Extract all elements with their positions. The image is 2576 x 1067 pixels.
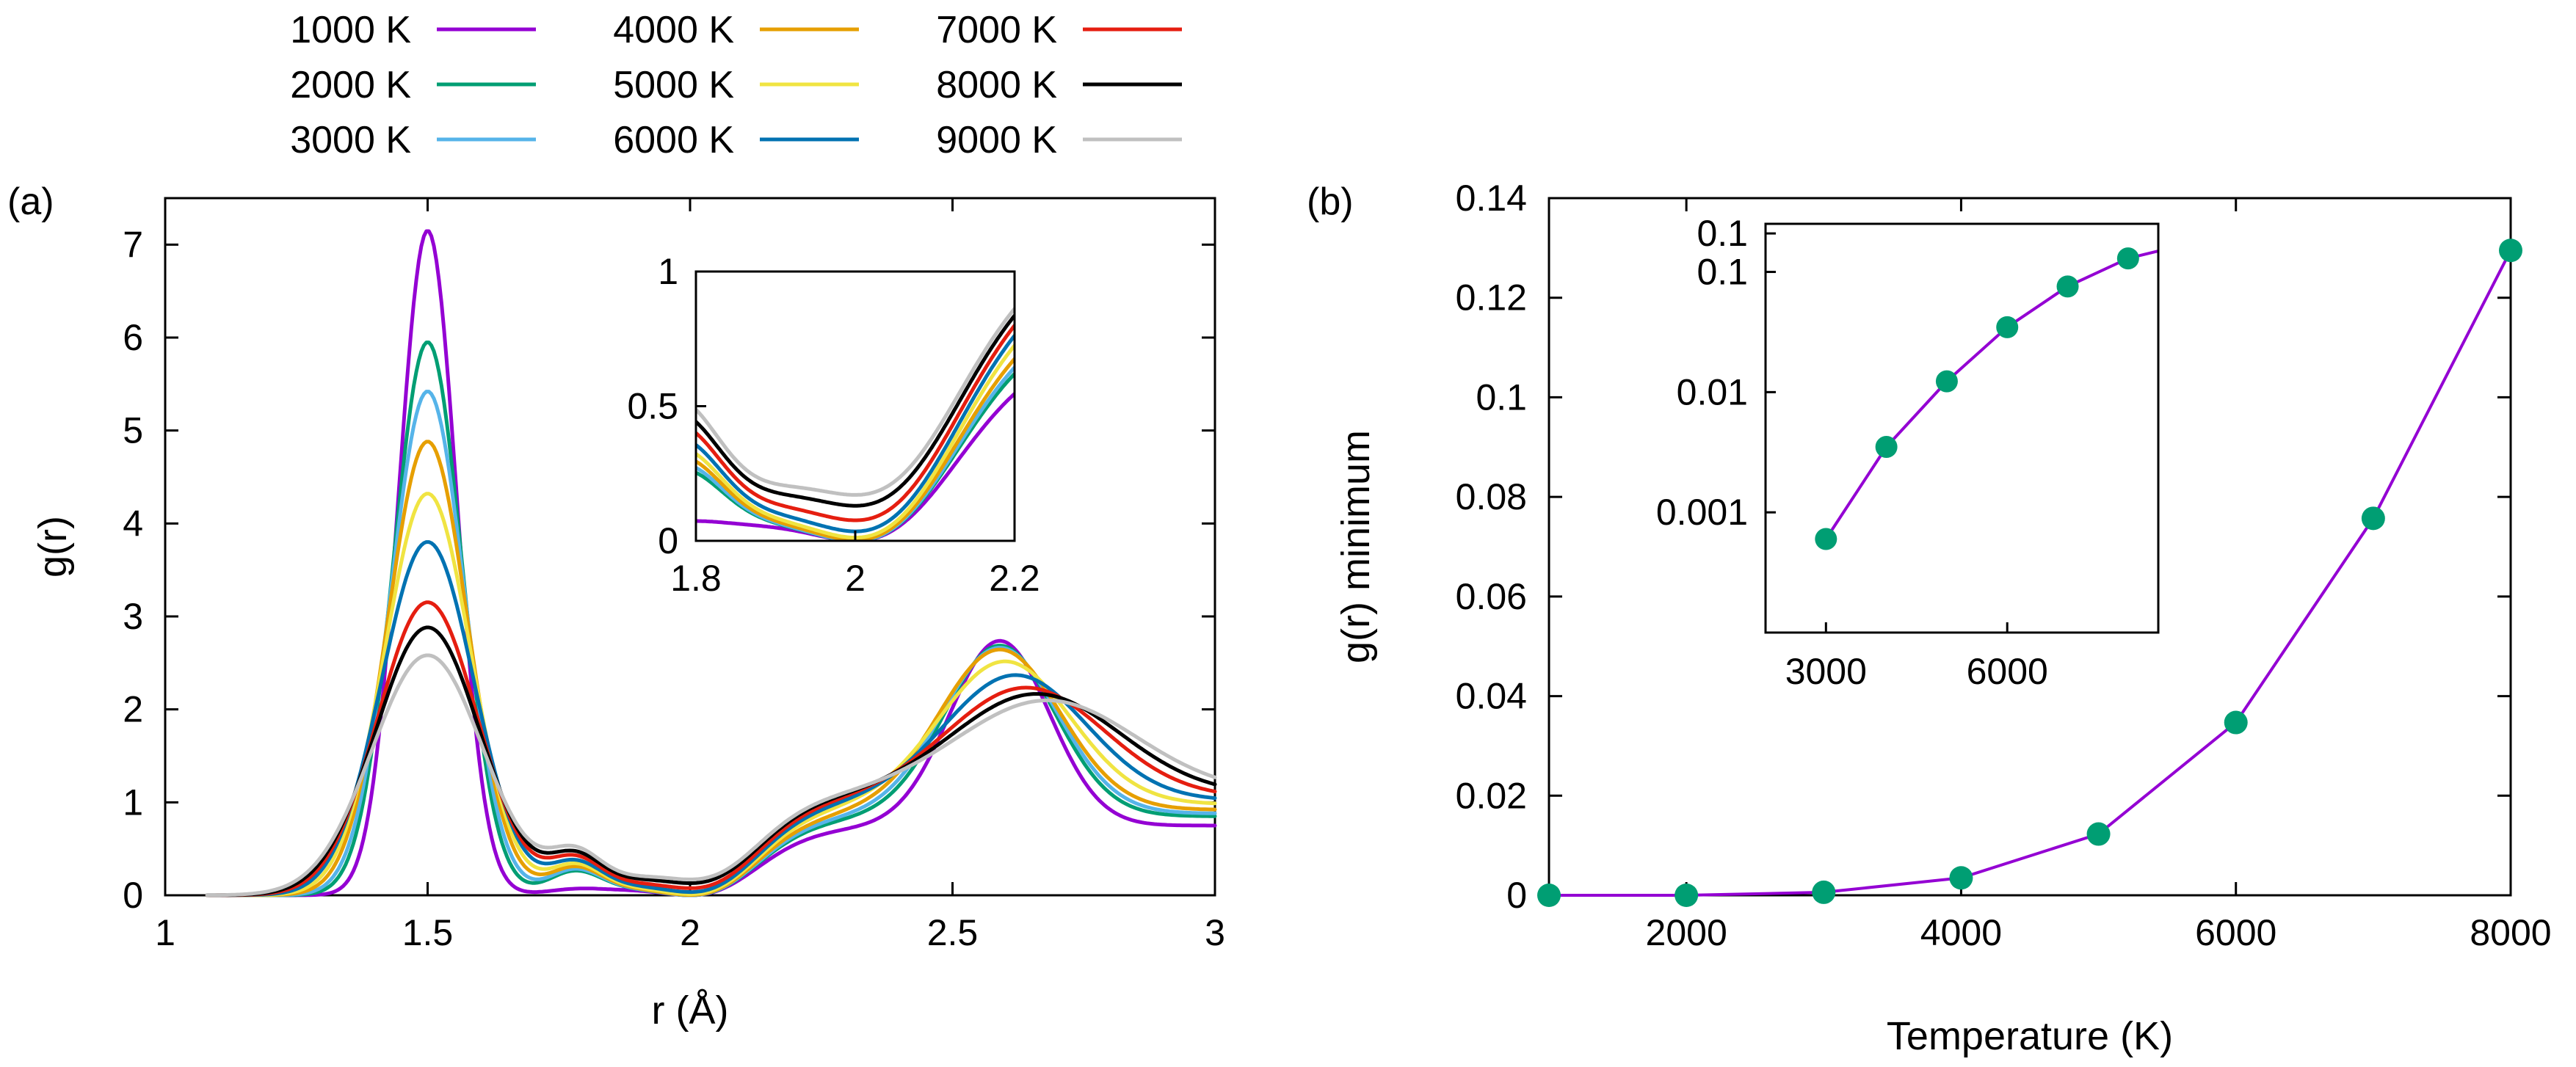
panel-b-ylabel: g(r) minimum — [1334, 430, 1378, 663]
panel-b-inset: 3000 6000 0.001 0.01 0.10.1 — [1656, 213, 2160, 692]
panel-a-xlabel: r (Å) — [652, 988, 729, 1033]
panel-b-xtick-label: 2000 — [1646, 912, 1727, 953]
panel-a-ytick-label: 2 — [123, 689, 143, 730]
legend-label: 3000 K — [290, 119, 411, 161]
panel-a-ytick-label: 4 — [123, 503, 143, 544]
panel-a-xtick-label: 2.5 — [927, 912, 979, 953]
panel-b-point — [2361, 506, 2385, 531]
panel-a-xtick-label: 3 — [1205, 912, 1225, 953]
panel-b-point — [1949, 866, 1973, 890]
panel-b-inset-point — [2056, 275, 2079, 298]
panel-a-series-6000-K — [205, 540, 1217, 897]
panel-b-inset-point — [1875, 436, 1898, 459]
legend-label: 4000 K — [613, 9, 734, 51]
panel-b-ytick-label: 0 — [1506, 875, 1527, 916]
panel-b-xtick-label: 6000 — [2195, 912, 2276, 953]
legend-label: 5000 K — [613, 64, 734, 106]
panel-b-ytick-label: 0.14 — [1456, 178, 1527, 219]
panel-a-ytick-label: 6 — [123, 317, 143, 358]
panel-a-series-7000-K — [205, 600, 1217, 897]
panel-a-series-9000-K — [205, 653, 1217, 897]
legend-label: 8000 K — [936, 64, 1057, 106]
panel-a-xtick-label: 1.5 — [402, 912, 454, 953]
panel-a-ylabel: g(r) — [31, 516, 75, 578]
legend-label: 6000 K — [613, 119, 734, 161]
panel-a-inset-ytick-label: 0.5 — [627, 386, 678, 427]
panel-b-xtick-label: 4000 — [1920, 912, 2002, 953]
panel-b-ytick-label: 0.04 — [1456, 676, 1527, 717]
panel-b-inset-ytick-label: 0.001 — [1656, 492, 1748, 533]
panel-b-inset-point — [1935, 370, 1958, 393]
panel-a-ytick-label: 5 — [123, 410, 143, 451]
legend-label: 9000 K — [936, 119, 1057, 161]
panel-a-frame — [164, 197, 1216, 897]
panel-b-inset-ytick-label: 0.1 — [1697, 252, 1748, 293]
panel-a-xtick-label: 2 — [680, 912, 700, 953]
panel-a-ytick-label: 7 — [123, 224, 143, 265]
panel-b-inset-point — [1996, 316, 2019, 338]
panel-b-point — [1537, 884, 1561, 907]
panel-a-inset-xtick-label: 2 — [845, 558, 866, 599]
panel-a-inset-series-7000-K — [696, 324, 1015, 522]
panel-a-inset-ytick-label: 0 — [658, 520, 678, 561]
panel-a-ytick-label: 3 — [123, 596, 143, 637]
panel-a-series-8000-K — [205, 625, 1217, 897]
panel-b-inset-xtick-label: 3000 — [1785, 651, 1867, 692]
panel-b-xtick-label: 8000 — [2470, 912, 2551, 953]
panel-a-inset-series-1000-K — [696, 392, 1015, 541]
panel-a-inset-xtick-label: 2.2 — [989, 558, 1040, 599]
panel-b-ytick-label: 0.08 — [1456, 476, 1527, 517]
panel-b-line — [1549, 250, 2512, 897]
legend-label: 1000 K — [290, 9, 411, 51]
panel-a-inset: 1.8 2 2.2 0 0.5 1 — [627, 251, 1040, 599]
legend-label: 2000 K — [290, 64, 411, 106]
panel-a-ytick-label: 0 — [123, 875, 143, 916]
panel-b-inset-frame — [1764, 222, 2160, 634]
panel-b-point — [1812, 880, 1836, 904]
panel-b-point — [2499, 238, 2522, 263]
panel-b-frame — [1548, 197, 2512, 897]
panel-b-xlabel: Temperature (K) — [1887, 1014, 2173, 1058]
panel-a-inset-series-3000-K — [696, 365, 1015, 541]
panel-b-ytick-label: 0.12 — [1456, 277, 1527, 318]
panel-a-ytick-label: 1 — [123, 782, 143, 823]
panel-a-xtick-label: 1 — [155, 912, 175, 953]
panel-b-ytick-label: 0.06 — [1456, 576, 1527, 617]
panel-b-point — [2086, 822, 2111, 846]
panel-b-label: (b) — [1307, 181, 1354, 223]
panel-b-inset-point — [1815, 528, 1837, 550]
panel-b-point — [2224, 710, 2248, 735]
legend-label: 7000 K — [936, 9, 1057, 51]
panel-b-inset-ytick-label: 0.01 — [1677, 371, 1748, 412]
panel-a-inset-ytick-label: 1 — [658, 251, 678, 292]
panel-a-series-5000-K — [205, 492, 1217, 897]
panel-b-ytick-label: 0.02 — [1456, 775, 1527, 816]
panel-b-inset-ytick-label: 0.1 — [1697, 213, 1748, 254]
panel-a-inset-series-9000-K — [696, 307, 1015, 497]
legend: 1000 K 2000 K 3000 K 4000 K 5000 K 6000 K 7000… — [290, 9, 1182, 161]
panel-b-point — [1675, 884, 1699, 907]
panel-a-inset-xtick-label: 1.8 — [670, 558, 722, 599]
panel-a-label: (a) — [7, 181, 54, 223]
panel-a-inset-series-8000-K — [696, 313, 1015, 508]
panel-b-ytick-label: 0.1 — [1476, 376, 1527, 418]
panel-b-chart: 2000 4000 6000 8000 0 0.02 0.04 0.06 0.08 0.1 0.12… — [1456, 178, 2552, 953]
panel-b-inset-point — [2116, 247, 2139, 270]
panel-b-inset-xtick-label: 6000 — [1967, 651, 2048, 692]
